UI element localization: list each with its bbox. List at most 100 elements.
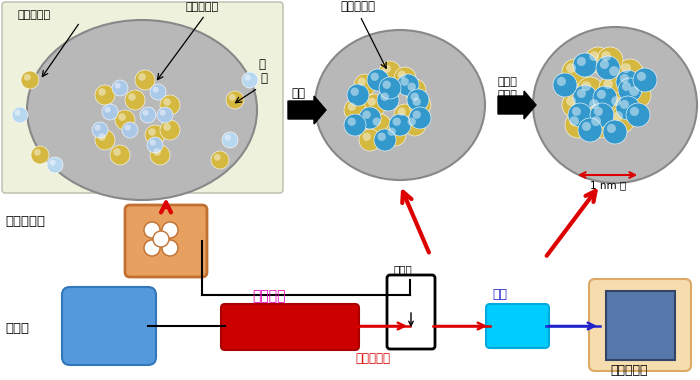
Circle shape bbox=[625, 82, 651, 108]
Circle shape bbox=[157, 107, 173, 123]
Circle shape bbox=[347, 84, 369, 106]
Text: 1 nm 級: 1 nm 級 bbox=[590, 180, 626, 190]
Circle shape bbox=[613, 111, 623, 121]
Circle shape bbox=[344, 99, 366, 121]
FancyBboxPatch shape bbox=[387, 275, 435, 349]
Circle shape bbox=[112, 80, 128, 96]
Circle shape bbox=[377, 133, 386, 141]
Circle shape bbox=[128, 93, 136, 101]
Circle shape bbox=[407, 89, 429, 111]
Circle shape bbox=[150, 145, 170, 165]
Circle shape bbox=[110, 145, 130, 165]
Circle shape bbox=[160, 109, 166, 116]
Circle shape bbox=[138, 73, 146, 81]
Circle shape bbox=[388, 128, 396, 136]
Circle shape bbox=[596, 56, 620, 80]
Text: 担: 担 bbox=[258, 58, 265, 71]
Circle shape bbox=[381, 92, 389, 101]
Circle shape bbox=[50, 160, 55, 166]
Circle shape bbox=[562, 59, 588, 85]
Circle shape bbox=[222, 132, 238, 148]
Circle shape bbox=[94, 125, 101, 131]
Circle shape bbox=[377, 89, 399, 111]
Ellipse shape bbox=[315, 30, 485, 180]
Circle shape bbox=[31, 146, 49, 164]
Circle shape bbox=[394, 104, 416, 126]
Circle shape bbox=[358, 78, 366, 86]
Circle shape bbox=[162, 222, 178, 238]
Circle shape bbox=[407, 82, 416, 91]
Circle shape bbox=[370, 73, 379, 81]
Circle shape bbox=[611, 96, 621, 106]
Circle shape bbox=[410, 92, 419, 101]
Circle shape bbox=[147, 137, 163, 153]
Circle shape bbox=[577, 77, 603, 103]
Circle shape bbox=[569, 116, 579, 126]
Circle shape bbox=[34, 149, 41, 156]
Circle shape bbox=[618, 78, 642, 102]
Circle shape bbox=[150, 139, 155, 146]
Circle shape bbox=[609, 66, 619, 76]
Circle shape bbox=[556, 77, 566, 86]
Text: 冷却: 冷却 bbox=[492, 288, 507, 301]
Circle shape bbox=[622, 82, 631, 91]
Circle shape bbox=[24, 74, 31, 81]
Circle shape bbox=[607, 124, 616, 133]
Circle shape bbox=[162, 240, 178, 256]
Text: 合金化: 合金化 bbox=[497, 77, 517, 87]
Circle shape bbox=[600, 60, 609, 69]
Circle shape bbox=[347, 103, 356, 111]
Circle shape bbox=[118, 113, 126, 121]
Circle shape bbox=[605, 62, 631, 88]
Circle shape bbox=[393, 117, 401, 126]
Text: 水溶液中等: 水溶液中等 bbox=[18, 10, 51, 20]
Circle shape bbox=[577, 89, 586, 98]
Circle shape bbox=[630, 107, 639, 116]
Circle shape bbox=[21, 71, 39, 89]
Circle shape bbox=[589, 99, 599, 109]
Circle shape bbox=[95, 85, 115, 105]
Circle shape bbox=[163, 123, 171, 131]
FancyBboxPatch shape bbox=[62, 287, 156, 365]
Circle shape bbox=[593, 86, 617, 110]
Circle shape bbox=[400, 78, 409, 86]
Circle shape bbox=[379, 61, 401, 83]
Circle shape bbox=[47, 157, 63, 173]
Circle shape bbox=[629, 86, 639, 96]
Circle shape bbox=[153, 87, 159, 93]
Circle shape bbox=[409, 107, 431, 129]
Circle shape bbox=[603, 79, 613, 89]
Circle shape bbox=[609, 107, 635, 133]
Circle shape bbox=[404, 79, 426, 101]
Text: 原料＋担体: 原料＋担体 bbox=[5, 215, 45, 228]
Text: 高温・高圧: 高温・高圧 bbox=[355, 352, 390, 365]
Circle shape bbox=[572, 107, 581, 116]
Circle shape bbox=[379, 77, 401, 99]
Circle shape bbox=[577, 57, 586, 66]
Circle shape bbox=[115, 82, 120, 89]
Circle shape bbox=[637, 72, 646, 81]
Circle shape bbox=[160, 120, 180, 140]
Circle shape bbox=[620, 74, 629, 83]
Text: ヒーター: ヒーター bbox=[252, 289, 286, 303]
Circle shape bbox=[581, 81, 591, 91]
Circle shape bbox=[92, 122, 108, 138]
Circle shape bbox=[367, 69, 389, 91]
Circle shape bbox=[562, 92, 588, 118]
Circle shape bbox=[98, 133, 106, 141]
Circle shape bbox=[578, 118, 602, 142]
Text: 原子状金属: 原子状金属 bbox=[340, 0, 375, 13]
Circle shape bbox=[582, 122, 591, 131]
Circle shape bbox=[594, 107, 603, 116]
Circle shape bbox=[95, 130, 115, 150]
Circle shape bbox=[597, 47, 623, 73]
Circle shape bbox=[163, 98, 171, 106]
Circle shape bbox=[412, 111, 421, 119]
Circle shape bbox=[359, 107, 381, 129]
Circle shape bbox=[398, 71, 406, 79]
Circle shape bbox=[553, 73, 577, 97]
Circle shape bbox=[145, 125, 165, 145]
Circle shape bbox=[369, 114, 391, 136]
Circle shape bbox=[125, 90, 145, 110]
FancyBboxPatch shape bbox=[606, 291, 675, 360]
